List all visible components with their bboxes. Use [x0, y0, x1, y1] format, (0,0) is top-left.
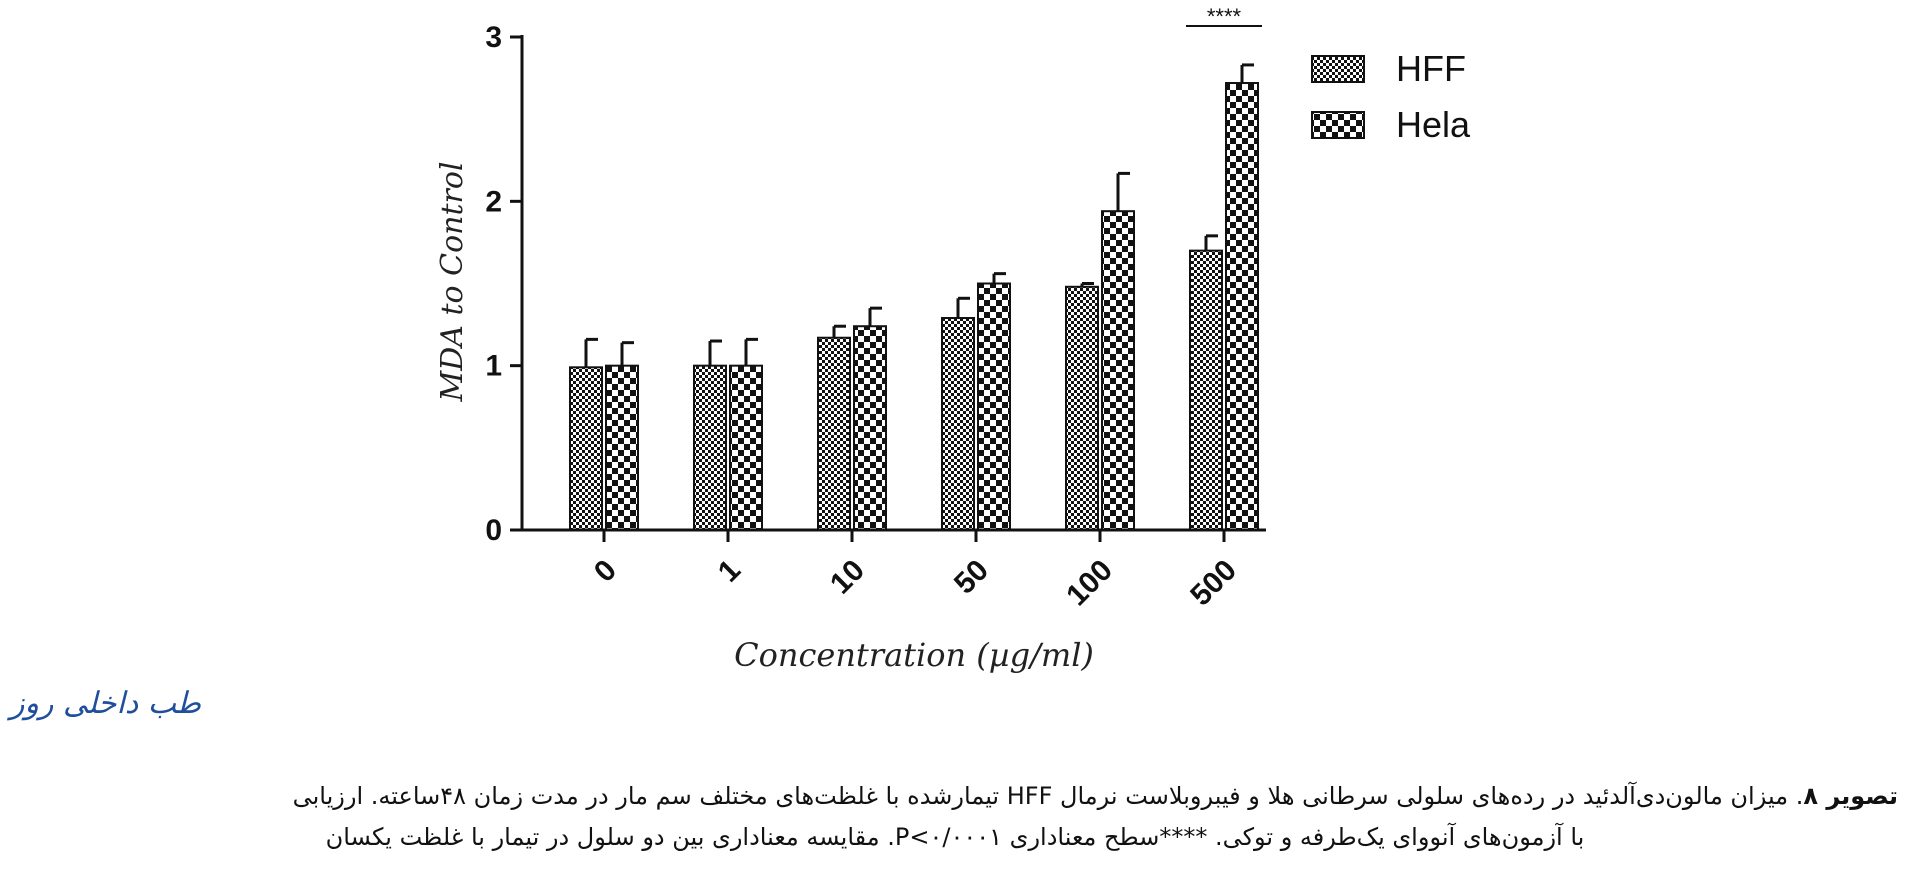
figure-caption: تصویر ۸. میزان مالون‌دی‌آلدئید در رده‌ها… — [12, 776, 1898, 858]
bar-hff-50 — [941, 317, 975, 532]
legend-label-hff: HFF — [1396, 48, 1466, 89]
bar-hff-1 — [693, 364, 727, 531]
bar-hela-10 — [853, 325, 887, 531]
bar-hff-10 — [817, 336, 851, 532]
caption-line-2: با آزمون‌های آنووای یک‌طرفه و توکی. ****… — [325, 823, 1585, 851]
journal-logo: طب داخلی روز — [10, 686, 202, 721]
legend-swatch-hela — [1311, 111, 1365, 139]
y-tick-label-0: 0 — [485, 514, 502, 547]
caption-label: تصویر ۸ — [1803, 782, 1898, 810]
bar-hela-100 — [1101, 210, 1135, 531]
x-tick-label-1: 1 — [712, 554, 747, 589]
bar-hff-100 — [1065, 285, 1099, 531]
bar-hela-0 — [605, 364, 639, 531]
y-tick-label-2: 2 — [485, 185, 502, 218]
bar-hela-50 — [977, 282, 1011, 531]
mda-bar-chart: MDA to Control Concentration (µg/ml) 0 1 2 3… — [435, 4, 1471, 674]
bar-hff-0 — [569, 366, 603, 531]
bar-hela-500 — [1225, 82, 1259, 531]
y-tick-label-1: 1 — [485, 350, 502, 383]
x-tick-label-100: 100 — [1060, 554, 1119, 613]
x-tick-label-50: 50 — [948, 554, 995, 601]
bar-hela-1 — [729, 364, 763, 531]
caption-text-1: . میزان مالون‌دی‌آلدئید در رده‌های سلولی… — [292, 782, 1804, 810]
caption-line-1: تصویر ۸. میزان مالون‌دی‌آلدئید در رده‌ها… — [12, 776, 1898, 817]
y-tick-label-3: 3 — [485, 21, 502, 54]
x-tick-label-0: 0 — [588, 554, 623, 589]
legend-swatch-hff — [1311, 55, 1365, 83]
x-tick-label-500: 500 — [1184, 554, 1243, 613]
legend-label-hela: Hela — [1396, 104, 1471, 145]
x-axis-title: Concentration (µg/ml) — [734, 636, 1094, 674]
significance-label: **** — [1207, 4, 1242, 29]
x-tick-label-10: 10 — [824, 554, 871, 601]
bar-hff-500 — [1189, 249, 1223, 531]
y-axis-title: MDA to Control — [435, 161, 470, 402]
